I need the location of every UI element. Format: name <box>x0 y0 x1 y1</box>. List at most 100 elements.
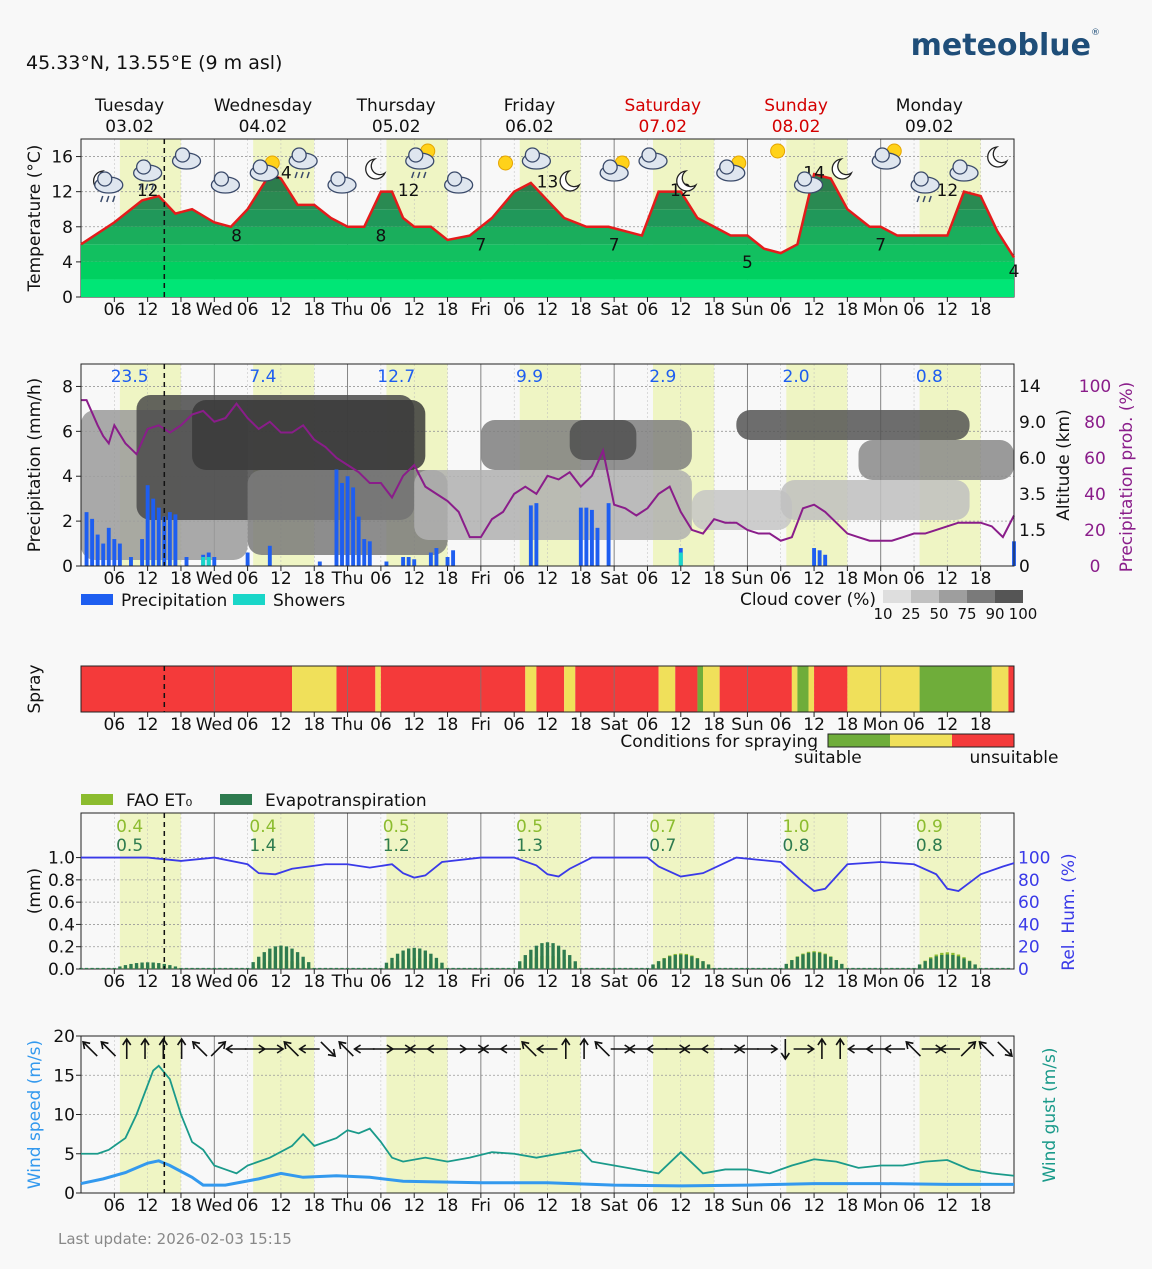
cloud-icon <box>949 159 979 182</box>
x-tick-label: Sun <box>731 972 763 992</box>
wind-direction-arrow <box>594 1040 611 1057</box>
wind-direction-arrow <box>700 1044 723 1054</box>
wind-direction-arrow <box>481 1044 503 1054</box>
wind-direction-arrow <box>938 1044 960 1054</box>
evapotranspiration-bar <box>951 954 955 969</box>
wind-direction-arrow <box>320 1041 337 1058</box>
evapotranspiration-bar <box>579 967 583 969</box>
spray-segment-unsuitable <box>81 666 293 712</box>
wind-direction-arrow <box>883 1044 906 1054</box>
x-tick-label: 18 <box>437 300 459 320</box>
daily-precipitation-total: 7.4 <box>249 367 276 387</box>
daily-fao-et0: 0.9 <box>916 817 943 837</box>
evapotranspiration-bar <box>923 961 927 969</box>
evapotranspiration-bar <box>795 956 800 969</box>
x-tick-label: 12 <box>937 300 959 320</box>
wind-direction-arrow <box>426 1044 448 1054</box>
x-tick-label: 06 <box>637 300 659 320</box>
precipitation-bar <box>367 541 372 566</box>
precipitation-bar <box>817 550 822 566</box>
evapotranspiration-bar <box>484 967 489 969</box>
evapotranspiration-bar <box>584 967 589 969</box>
evapotranspiration-bar <box>917 964 922 969</box>
day-name: Saturday <box>624 96 701 116</box>
precipitation-bar <box>528 505 533 566</box>
x-tick-label: 18 <box>837 715 859 735</box>
x-tick-label: 12 <box>803 715 825 735</box>
daily-fao-et0: 1.0 <box>783 817 810 837</box>
x-tick-label: 06 <box>903 569 925 589</box>
wind-speed-axis-label: Wind speed (m/s) <box>25 1040 45 1189</box>
evapotranspiration-bar <box>257 956 261 969</box>
evapotranspiration-bar <box>534 945 539 969</box>
night-icon <box>831 158 853 180</box>
wind-direction-arrow <box>263 1044 285 1054</box>
daylight-band <box>253 1036 315 1193</box>
precipitation-bar <box>401 557 406 566</box>
x-tick-label: 06 <box>503 972 525 992</box>
evapotranspiration-bar <box>573 961 577 969</box>
spray-segment-marginal <box>808 666 815 712</box>
evapotranspiration-bar <box>357 967 361 969</box>
precipitation-bar <box>334 469 339 566</box>
precipitation-bar <box>84 512 89 566</box>
spray-segment-unsuitable <box>814 666 848 712</box>
x-tick-label: 18 <box>970 715 992 735</box>
x-tick-label: 18 <box>437 569 459 589</box>
sun-cloud-icon <box>871 143 902 170</box>
precipitation-bar <box>245 552 250 566</box>
x-tick-label: 18 <box>570 569 592 589</box>
precipitation-bar <box>428 552 433 566</box>
humidity-tick-label: 0 <box>1018 960 1029 980</box>
x-tick-label: Sat <box>600 569 628 589</box>
x-tick-label: Sun <box>731 569 763 589</box>
evapotranspiration-bar <box>668 956 672 969</box>
cloud-icon <box>327 171 357 194</box>
evapotranspiration-bar <box>851 967 855 969</box>
x-tick-label: 18 <box>837 1196 859 1216</box>
daily-fao-et0: 0.7 <box>649 817 676 837</box>
meteoblue-logo[interactable]: meteoblue® <box>911 28 1100 63</box>
x-tick-label: 12 <box>670 715 692 735</box>
wind-direction-arrow <box>353 1044 375 1054</box>
y-tick-label: 0.2 <box>48 938 75 958</box>
x-tick-label: 06 <box>237 972 259 992</box>
y-tick-label: 15 <box>53 1066 75 1086</box>
humidity-tick-label: 20 <box>1018 938 1040 958</box>
spray-segment-marginal <box>658 666 676 712</box>
x-tick-label: 06 <box>903 972 925 992</box>
evapotranspiration-bar <box>118 966 122 969</box>
x-tick-label: Fri <box>471 972 491 992</box>
x-tick-label: 18 <box>303 715 325 735</box>
relative-humidity-line <box>81 856 1015 892</box>
daily-evapotranspiration: 1.3 <box>516 836 543 856</box>
x-tick-label: 06 <box>637 569 659 589</box>
evapotranspiration-bar <box>212 967 216 969</box>
wind-direction-arrow <box>176 1037 187 1059</box>
x-tick-label: 18 <box>303 972 325 992</box>
x-tick-label: Fri <box>471 569 491 589</box>
temperature-band <box>81 244 1014 262</box>
x-tick-label: 06 <box>104 1196 126 1216</box>
cloud-cover-region <box>736 410 970 440</box>
wind-direction-arrow <box>210 1040 227 1057</box>
wind-direction-arrow <box>737 1044 759 1054</box>
x-tick-label: 06 <box>770 569 792 589</box>
x-tick-label: 18 <box>970 300 992 320</box>
x-tick-label: Fri <box>471 300 491 320</box>
wind-direction-arrow <box>140 1037 150 1059</box>
x-tick-label: 18 <box>170 1196 192 1216</box>
x-tick-label: 06 <box>370 300 392 320</box>
daily-precipitation-total: 2.9 <box>649 367 676 387</box>
x-tick-label: Sat <box>600 715 628 735</box>
daily-evapotranspiration: 1.2 <box>383 836 410 856</box>
evapotranspiration-bar <box>145 962 150 969</box>
evapotranspiration-bar <box>379 967 383 969</box>
x-tick-label: Thu <box>331 300 364 320</box>
evapotranspiration-bar <box>751 967 755 969</box>
daily-precipitation-total: 23.5 <box>111 367 149 387</box>
evapotranspiration-bar <box>845 967 850 969</box>
evapotranspiration-bar <box>368 967 372 969</box>
x-tick-label: 18 <box>837 300 859 320</box>
cloud-cover-region <box>192 400 426 470</box>
